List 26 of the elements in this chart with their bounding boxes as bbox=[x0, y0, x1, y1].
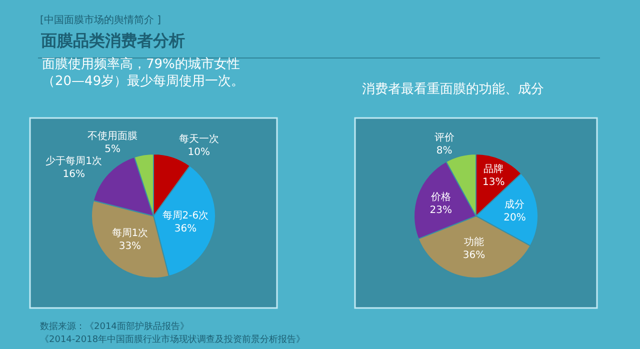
data-label: 36% bbox=[462, 250, 486, 261]
data-label: 20% bbox=[504, 212, 526, 224]
slice-label: 不使用面膜 bbox=[88, 130, 138, 142]
slice-label: 功能 bbox=[464, 236, 484, 248]
data-label: 13% bbox=[482, 176, 505, 188]
data-label: 5% bbox=[104, 144, 120, 156]
slice-label: 少于每周1次 bbox=[46, 155, 102, 168]
data-label: 10% bbox=[188, 147, 210, 158]
chart-title: 面膜使用频率高，79%的城市女性（20—49岁）最少每周使用一次。 bbox=[42, 56, 244, 89]
slice-label: 成分 bbox=[504, 198, 525, 211]
text: 《2014-2018年中国面膜行业市场现状调查及投资前景分析报告》 bbox=[40, 334, 306, 345]
data-label: 16% bbox=[62, 169, 85, 180]
data-label: 33% bbox=[118, 241, 142, 252]
data-label: 36% bbox=[174, 224, 197, 235]
slice-label: 评价 bbox=[434, 132, 454, 144]
slice-label: 每周2-6次 bbox=[162, 210, 209, 222]
text: 面膜品类消费者分析 bbox=[40, 31, 185, 50]
slice-label: 每天一次 bbox=[178, 133, 219, 146]
text: [中国面膜市场的舆情简介 ] bbox=[40, 14, 162, 26]
slice-label: 每周1次 bbox=[112, 227, 148, 240]
chart-title: 消费者最看重面膜的功能、成分 bbox=[362, 82, 544, 97]
data-label: 23% bbox=[430, 204, 452, 216]
slice-label: 价格 bbox=[430, 190, 451, 203]
data-label: 8% bbox=[436, 146, 452, 157]
source-note: 数据来源：《2014面部护肤品报告》 bbox=[40, 321, 189, 332]
slice-label: 品牌 bbox=[484, 162, 504, 175]
